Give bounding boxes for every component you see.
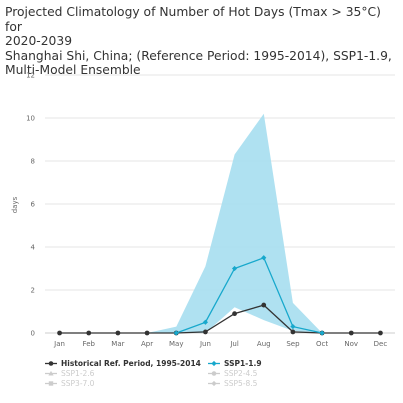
point-historical-ref-period-1995-2014-sep — [290, 329, 296, 335]
legend-marker-ssp1-2-6 — [48, 370, 54, 376]
series-layer — [57, 255, 383, 336]
point-historical-ref-period-1995-2014-jul — [232, 311, 237, 317]
point-ssp1-1-9-jul — [231, 265, 238, 272]
point-historical-ref-period-1995-2014-nov — [348, 330, 354, 336]
point-historical-ref-period-1995-2014-aug — [261, 302, 267, 308]
legend-item-ssp2-4-5[interactable]: SSP2-4.5 — [208, 369, 258, 378]
y-tick-10: 10 — [26, 115, 35, 123]
range-band-layer — [59, 113, 381, 333]
point-ssp1-1-9-aug — [261, 255, 267, 261]
legend-item-ssp1-1-9[interactable]: SSP1-1.9 — [208, 359, 262, 368]
legend-label-ssp1-1-9: SSP1-1.9 — [224, 359, 262, 368]
x-tick-apr: Apr — [141, 340, 153, 348]
x-tick-dec: Dec — [374, 340, 388, 348]
legend-marker-ssp1-1-9 — [211, 360, 217, 367]
y-tick-0: 0 — [31, 330, 35, 338]
legend-item-historical-ref-period-1995-2014[interactable]: Historical Ref. Period, 1995-2014 — [45, 359, 201, 368]
x-tick-nov: Nov — [344, 340, 358, 348]
legend-marker-ssp5-8-5 — [211, 380, 217, 387]
x-tick-jun: Jun — [199, 340, 211, 348]
point-ssp1-1-9-may — [173, 330, 179, 336]
series-line-ssp1-1-9 — [176, 256, 323, 334]
legend-marker-historical-ref-period-1995-2014 — [48, 361, 54, 366]
y-tick-2: 2 — [31, 287, 35, 295]
y-axis-ticks: 0 2 4 6 8 10 12 — [26, 72, 35, 338]
x-tick-jul: Jul — [229, 340, 239, 348]
x-tick-aug: Aug — [257, 340, 271, 348]
legend-item-ssp3-7-0[interactable]: SSP3-7.0 — [45, 379, 95, 388]
point-historical-ref-period-1995-2014-jun — [203, 329, 208, 335]
point-historical-ref-period-1995-2014-apr — [144, 330, 150, 336]
point-historical-ref-period-1995-2014-feb — [86, 330, 92, 336]
x-tick-mar: Mar — [111, 340, 124, 348]
legend-label-historical-ref-period-1995-2014: Historical Ref. Period, 1995-2014 — [61, 359, 201, 368]
legend-label-ssp5-8-5: SSP5-8.5 — [224, 379, 258, 388]
point-historical-ref-period-1995-2014-dec — [378, 330, 383, 336]
series-line-historical-ref-period-1995-2014 — [59, 304, 381, 334]
y-tick-4: 4 — [31, 244, 36, 252]
x-tick-feb: Feb — [83, 340, 96, 348]
x-tick-may: May — [169, 340, 183, 348]
legend-marker-ssp3-7-0 — [48, 381, 54, 386]
x-tick-jan: Jan — [53, 340, 65, 348]
point-ssp1-1-9-sep — [290, 323, 296, 330]
point-historical-ref-period-1995-2014-mar — [115, 330, 121, 336]
x-axis-ticks: Jan Feb Mar Apr May Jun Jul Aug Sep Oct Nov Dec — [53, 340, 387, 348]
title-line-3: Shanghai Shi, China; (Reference Period: … — [5, 48, 392, 63]
legend-label-ssp2-4-5: SSP2-4.5 — [224, 369, 258, 378]
y-axis-label: days — [11, 196, 19, 213]
point-historical-ref-period-1995-2014-jan — [57, 330, 62, 336]
ssp1-1-9-range-band — [59, 113, 381, 333]
title-line-2: 2020-2039 — [5, 34, 73, 48]
x-tick-sep: Sep — [286, 340, 300, 348]
title-line-4: Multi-Model Ensemble — [5, 63, 141, 77]
x-tick-oct: Oct — [316, 340, 328, 348]
legend-label-ssp1-2-6: SSP1-2.6 — [61, 369, 95, 378]
y-tick-12: 12 — [26, 72, 35, 80]
y-tick-6: 6 — [31, 201, 36, 209]
legend-item-ssp1-2-6[interactable]: SSP1-2.6 — [45, 369, 95, 378]
legend[interactable]: Historical Ref. Period, 1995-2014 SSP1-1.… — [45, 359, 262, 388]
title-line-1: Projected Climatology of Number of Hot D… — [5, 5, 381, 34]
legend-item-ssp5-8-5[interactable]: SSP5-8.5 — [208, 379, 258, 388]
point-ssp1-1-9-oct — [319, 330, 325, 336]
y-tick-8: 8 — [31, 158, 35, 166]
legend-marker-ssp2-4-5 — [211, 371, 217, 376]
chart-title: Projected Climatology of Number of Hot D… — [5, 5, 400, 78]
point-ssp1-1-9-jun — [202, 319, 209, 325]
legend-label-ssp3-7-0: SSP3-7.0 — [61, 379, 95, 388]
